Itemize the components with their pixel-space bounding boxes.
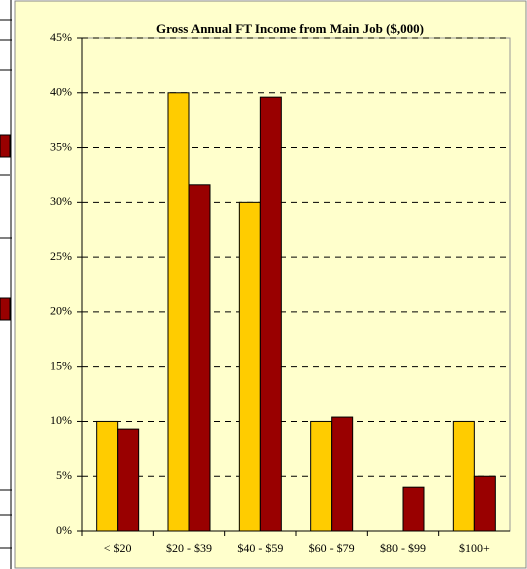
bar [473, 475, 496, 532]
bar [310, 420, 333, 532]
bar [117, 428, 140, 532]
bar [238, 201, 261, 532]
y-tick-label: 40% [50, 85, 72, 99]
bar [452, 420, 475, 532]
x-tick-label: $40 - $59 [237, 541, 283, 555]
x-tick-label: < $20 [104, 541, 132, 555]
y-tick-label: 10% [50, 413, 72, 427]
y-tick-label: 35% [50, 139, 72, 153]
y-tick-label: 25% [50, 249, 72, 263]
y-tick-label: 45% [50, 30, 72, 44]
y-tick-label: 5% [56, 468, 72, 482]
x-tick-label: $20 - $39 [166, 541, 212, 555]
x-tick-label: $80 - $99 [380, 541, 426, 555]
bar [331, 416, 354, 532]
bar [402, 486, 425, 532]
y-tick-label: 30% [50, 194, 72, 208]
y-tick-label: 20% [50, 304, 72, 318]
bar [167, 92, 190, 532]
bar [96, 420, 119, 532]
x-tick-label: $60 - $79 [309, 541, 355, 555]
chart-title: Gross Annual FT Income from Main Job ($,… [156, 21, 424, 36]
left-fragments [0, 0, 12, 569]
y-tick-label: 0% [56, 523, 72, 537]
y-tick-label: 15% [50, 358, 72, 372]
bar [188, 184, 211, 532]
bar [259, 96, 282, 532]
x-tick-label: $100+ [459, 541, 490, 555]
